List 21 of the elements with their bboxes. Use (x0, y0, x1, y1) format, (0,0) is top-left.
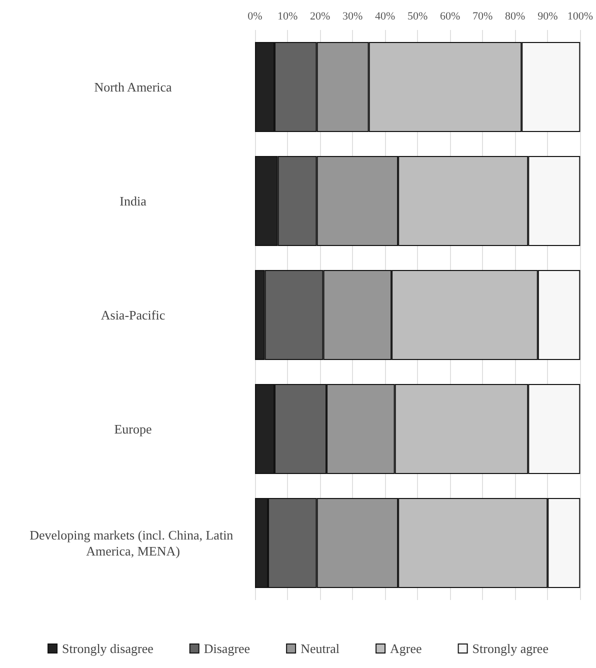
legend-label: Strongly agree (472, 641, 549, 656)
x-tick-label: 100% (567, 10, 594, 22)
x-tick-label: 30% (342, 10, 363, 22)
x-tick-label: 10% (277, 10, 298, 22)
x-tick-label: 20% (310, 10, 330, 22)
legend-label: Strongly disagree (62, 641, 154, 656)
x-tick-label: 90% (538, 10, 558, 22)
legend-label: Disagree (204, 641, 250, 656)
x-tick-label: 0% (248, 10, 262, 22)
y-tick-label: Europe (114, 422, 152, 436)
legend-label: Neutral (300, 641, 340, 656)
x-tick-label: 40% (374, 10, 396, 22)
y-tick-label: Asia-Pacific (100, 308, 166, 322)
x-tick-label: 50% (408, 10, 428, 22)
y-tick-label: India (120, 194, 147, 208)
y-tick-label: North America (94, 80, 172, 94)
x-tick-label: 60% (440, 10, 460, 22)
y-tick-label: Developing markets (incl. China, Latin America, MENA) (30, 528, 236, 558)
legend-label: Agree (390, 641, 422, 656)
x-tick-label: 80% (505, 10, 526, 22)
x-tick-label: 70% (472, 10, 493, 22)
